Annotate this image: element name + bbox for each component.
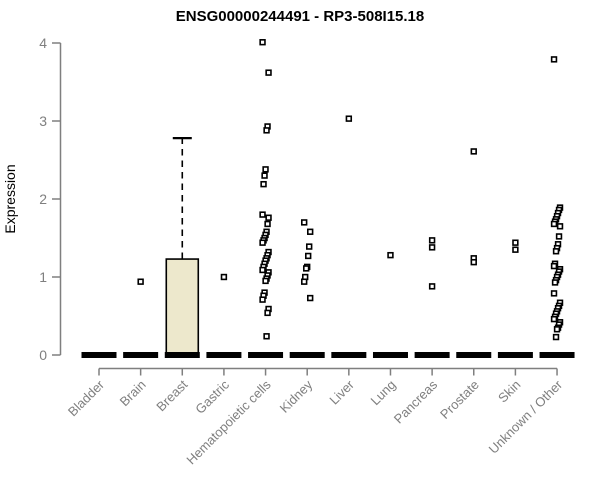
box xyxy=(165,258,200,356)
median-bar xyxy=(456,352,492,358)
data-point xyxy=(306,294,314,302)
x-tick-label: Pancreas xyxy=(391,377,441,427)
y-tick-label: 4 xyxy=(39,35,47,51)
data-point xyxy=(550,315,558,323)
data-point xyxy=(550,220,558,228)
data-point xyxy=(259,39,266,46)
data-point xyxy=(556,223,564,230)
median-bar xyxy=(289,352,325,358)
data-point xyxy=(264,220,271,228)
category-skin xyxy=(497,239,533,358)
category-unknown-other xyxy=(539,56,575,358)
data-point xyxy=(137,278,144,285)
data-point xyxy=(428,283,436,290)
x-tick-label: Lung xyxy=(368,377,399,408)
data-point xyxy=(305,243,313,250)
median-bar xyxy=(248,352,284,358)
data-point xyxy=(470,148,477,155)
category-breast xyxy=(164,137,200,358)
data-point xyxy=(259,266,266,274)
category-hematopoietic-cells xyxy=(248,39,284,358)
y-axis: 0 1 2 3 4 xyxy=(39,35,62,363)
y-axis-label: Expression xyxy=(2,164,18,233)
data-point xyxy=(552,333,560,341)
data-point xyxy=(512,246,519,253)
category-brain xyxy=(123,278,159,358)
data-point xyxy=(387,251,394,259)
data-point xyxy=(262,277,269,285)
data-point xyxy=(345,115,353,122)
data-point xyxy=(551,279,559,286)
y-tick-label: 1 xyxy=(39,269,47,285)
category-bladder xyxy=(81,352,117,358)
data-point xyxy=(512,239,519,246)
data-point xyxy=(259,239,266,246)
data-point xyxy=(550,56,558,63)
x-tick-label: Brain xyxy=(117,377,149,409)
data-point xyxy=(428,244,436,251)
data-point xyxy=(550,290,558,297)
x-tick-label: Breast xyxy=(153,377,190,414)
y-tick-label: 2 xyxy=(39,191,47,207)
data-point xyxy=(263,333,270,340)
data-point xyxy=(553,326,561,333)
median-bar xyxy=(539,352,575,358)
data-point xyxy=(300,219,308,226)
median-bar xyxy=(206,352,242,358)
x-tick-label: Unknown / Other xyxy=(486,377,566,457)
category-gastric xyxy=(206,273,242,358)
category-lung xyxy=(372,251,408,358)
x-tick-label: Prostate xyxy=(437,377,482,422)
data-point xyxy=(259,296,266,303)
median-bar xyxy=(123,352,159,358)
median-bar xyxy=(164,352,200,358)
x-tick-label: Liver xyxy=(326,377,357,408)
x-tick-label: Skin xyxy=(495,377,523,405)
y-tick-label: 3 xyxy=(39,113,47,129)
data-point xyxy=(304,252,312,260)
median-bar xyxy=(81,352,117,358)
median-bar xyxy=(414,352,450,358)
data-point xyxy=(262,166,269,173)
x-tick-label: Gastric xyxy=(192,377,232,417)
category-kidney xyxy=(289,219,325,358)
data-point xyxy=(300,278,308,285)
category-liver xyxy=(331,115,367,358)
y-tick-label: 0 xyxy=(39,347,47,363)
data-point xyxy=(552,248,560,255)
data-point xyxy=(264,309,271,317)
chart-title: ENSG00000244491 - RP3-508I15.18 xyxy=(176,8,425,25)
data-point xyxy=(550,262,558,270)
data-point xyxy=(555,233,563,240)
data-point xyxy=(470,258,477,266)
data-point xyxy=(265,69,272,76)
data-point xyxy=(261,172,268,179)
median-bar xyxy=(497,352,533,358)
data-point xyxy=(302,265,310,272)
category-prostate xyxy=(456,148,492,358)
data-point xyxy=(220,273,228,281)
data-point xyxy=(260,180,267,188)
x-tick-label: Kidney xyxy=(277,377,316,416)
data-point xyxy=(263,127,270,134)
median-bar xyxy=(331,352,367,358)
data-point xyxy=(265,214,272,221)
median-bar xyxy=(372,352,408,358)
data-point xyxy=(428,237,436,244)
category-pancreas xyxy=(414,237,450,358)
data-point xyxy=(259,211,266,218)
data-point xyxy=(306,228,314,235)
x-tick-label: Bladder xyxy=(65,377,108,420)
